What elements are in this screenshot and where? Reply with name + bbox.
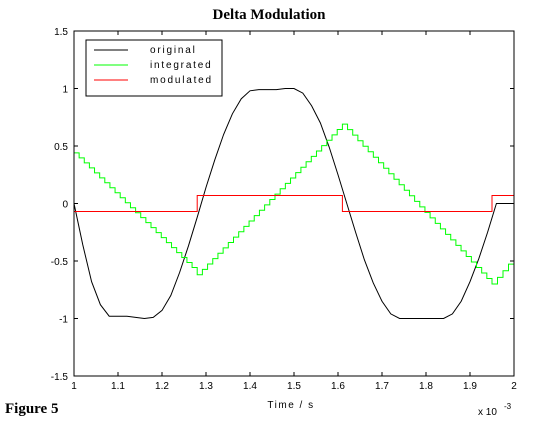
x-tick-label: 1.1 — [111, 381, 125, 392]
x-axis-label: Time / s — [267, 400, 314, 411]
plot-area — [73, 88, 515, 320]
legend: original integrated modulated — [85, 39, 223, 97]
x-tick-label: 1.3 — [199, 381, 213, 392]
series-original-line — [73, 88, 514, 320]
x-tick-label: 1 — [71, 381, 77, 392]
x-tick-label: 1.2 — [155, 381, 169, 392]
x-tick-label: 2 — [511, 381, 517, 392]
x-tick-label: 1.8 — [419, 381, 433, 392]
x-tick-label: 1.5 — [287, 381, 301, 392]
x-tick-label: 1.7 — [375, 381, 389, 392]
series-integrated-line — [74, 123, 515, 285]
y-tick-label: 0 — [62, 200, 68, 211]
y-tick-label: -0.5 — [51, 257, 69, 268]
axes: 1 1.1 1.2 1.3 1.4 1.5 1.6 1.7 1.8 1.9 2 1.5 1 0.5 0 -0.… — [51, 27, 517, 392]
x-tick-label: 1.4 — [243, 381, 257, 392]
x-axis-scale-exponent: -3 — [504, 402, 512, 411]
series-modulated-line — [74, 194, 514, 213]
legend-label-modulated: modulated — [150, 75, 213, 86]
y-tick-label: 1.5 — [54, 27, 68, 38]
legend-label-integrated: integrated — [150, 60, 212, 71]
legend-box — [85, 39, 223, 97]
y-tick-label: 1 — [62, 85, 68, 96]
y-tick-label: 0.5 — [54, 142, 68, 153]
x-axis-scale-note: x 10 — [478, 407, 497, 418]
y-tick-label: -1.5 — [51, 372, 69, 383]
x-tick-label: 1.6 — [331, 381, 345, 392]
x-tick-label: 1.9 — [463, 381, 477, 392]
legend-label-original: original — [150, 45, 197, 56]
y-tick-label: -1 — [59, 315, 68, 326]
figure-label: Figure 5 — [5, 401, 58, 417]
chart-title: Delta Modulation — [213, 7, 327, 23]
